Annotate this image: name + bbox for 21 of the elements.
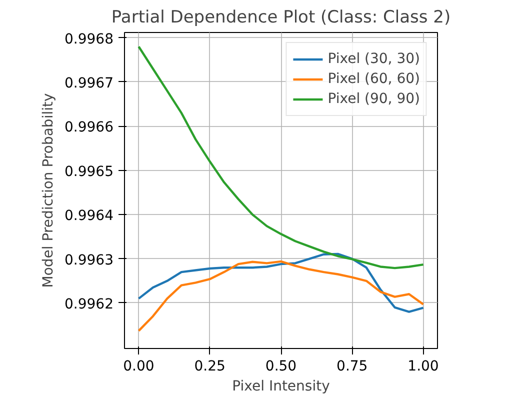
y-tick-label: 0.9966 <box>64 120 114 136</box>
line-series <box>138 260 424 332</box>
y-tick-label: 0.9968 <box>64 31 114 48</box>
y-tick-label: 0.9962 <box>64 296 114 312</box>
y-tick-label: 0.9965 <box>64 164 114 180</box>
legend-label: Pixel (60, 60) <box>328 71 420 87</box>
y-tick-label: 0.9963 <box>64 252 114 268</box>
chart-title: Partial Dependence Plot (Class: Class 2) <box>111 8 451 28</box>
x-tick-label: 0.25 <box>194 358 226 374</box>
legend-label: Pixel (90, 90) <box>328 91 420 107</box>
x-tick-label: 0.75 <box>336 358 368 374</box>
y-tick-label: 0.9964 <box>64 208 114 224</box>
x-axis-title: Pixel Intensity <box>232 378 330 394</box>
x-tick-label: 0.00 <box>123 358 154 374</box>
x-tick-label: 1.00 <box>408 358 439 374</box>
y-axis-title: Model Prediction Probability <box>40 93 57 288</box>
y-tick-label: 0.9967 <box>64 76 114 92</box>
legend-label: Pixel (30, 30) <box>328 51 420 67</box>
line-series <box>138 252 424 313</box>
line-series <box>138 46 424 270</box>
x-tick-label: 0.50 <box>265 358 297 374</box>
